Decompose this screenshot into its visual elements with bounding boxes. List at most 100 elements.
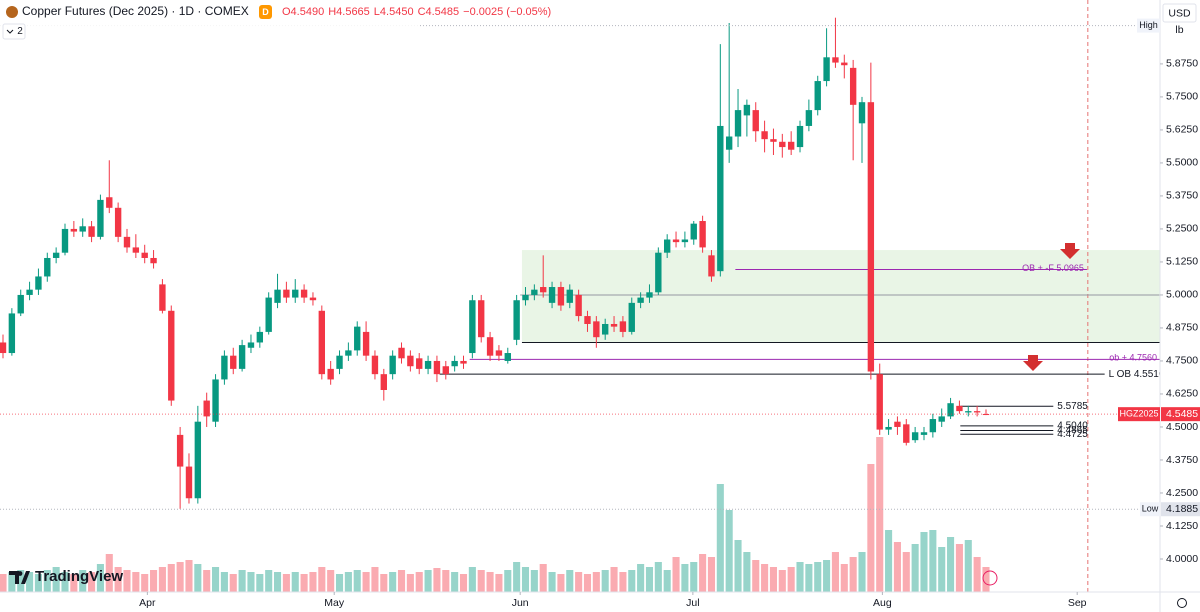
candle-body: [416, 358, 423, 369]
volume-bar: [8, 572, 16, 592]
ohlc-value: C4.5485: [418, 6, 460, 18]
pane-toggle[interactable]: [2, 23, 26, 40]
volume-bar: [929, 530, 937, 592]
candle-body: [725, 136, 733, 150]
low-label: Low: [1142, 504, 1159, 514]
volume-bar: [938, 547, 946, 592]
candle-body: [433, 360, 441, 375]
candle-body: [274, 289, 281, 303]
x-tick-label: Jun: [512, 597, 529, 609]
candle-body: [185, 466, 193, 499]
level-label: OB + -F 5.0965: [1022, 263, 1084, 273]
candle-body: [531, 289, 538, 295]
candle-body: [938, 416, 945, 422]
candle-body: [637, 297, 644, 303]
candle-body: [362, 331, 370, 356]
volume-bar: [849, 557, 857, 592]
volume-bar: [699, 554, 707, 592]
candle-body: [114, 207, 122, 237]
x-tick-label: Jul: [686, 597, 699, 609]
candle-body: [35, 276, 42, 290]
volume-bar: [725, 510, 733, 592]
volume-bar: [88, 572, 96, 592]
y-tick-label: 4.2500: [1166, 487, 1198, 499]
volume-bar: [229, 574, 237, 592]
volume-bar: [911, 544, 919, 592]
header-bg: [0, 0, 420, 40]
low-price-tag: [1161, 502, 1200, 517]
volume-bar: [282, 574, 290, 592]
candle-body: [159, 284, 166, 311]
y-tick-label: 5.7500: [1166, 91, 1198, 103]
volume-bar: [273, 572, 282, 592]
volume-bar: [964, 540, 972, 592]
volume-bar: [672, 557, 680, 592]
level-label: 4.4725: [1057, 429, 1088, 440]
y-tick-label: 5.1250: [1166, 256, 1198, 268]
candle-body: [371, 355, 379, 375]
volume-bar: [637, 564, 645, 592]
down-arrow: [1023, 355, 1043, 371]
candle-body: [79, 226, 86, 232]
candle-body: [460, 360, 467, 364]
volume-bar: [442, 570, 450, 592]
y-tick-label: 4.5000: [1166, 421, 1198, 433]
ohlc-value: −0.0025 (−0.05%): [463, 6, 551, 18]
candle-body: [858, 102, 866, 124]
candle-body: [407, 355, 414, 367]
volume-bar: [300, 574, 308, 592]
volume-bar: [920, 532, 928, 592]
candle-body: [97, 199, 104, 237]
volume-bar: [167, 564, 175, 592]
volume-bar: [628, 570, 636, 592]
volume-bar: [876, 437, 884, 592]
candle-body: [646, 292, 653, 298]
candle-body: [602, 323, 609, 335]
volume-bar: [26, 572, 34, 592]
candle-body: [176, 434, 184, 467]
volume-bar: [557, 574, 565, 592]
volume-bar: [17, 570, 25, 592]
volume-bar: [663, 570, 671, 592]
candle-body: [17, 294, 24, 314]
y-tick-label: 4.3750: [1166, 454, 1198, 466]
candle-body: [752, 110, 759, 132]
volume-bar: [468, 567, 476, 592]
volume-bar: [645, 567, 654, 592]
x-tick-label: Sep: [1068, 597, 1087, 609]
candle-body: [221, 355, 228, 380]
x-tick-label: May: [324, 597, 345, 609]
volume-bar: [796, 562, 804, 592]
candle-body: [150, 257, 157, 264]
candle-body: [469, 300, 476, 354]
volume-bar: [707, 557, 716, 592]
candle-body: [947, 403, 954, 417]
volume-bar: [893, 542, 901, 592]
candle-body: [805, 110, 813, 126]
alert-icon[interactable]: [982, 570, 998, 586]
volume-bar: [778, 570, 786, 592]
settings-icon[interactable]: [1177, 598, 1187, 608]
y-tick-label: 5.0000: [1166, 289, 1198, 301]
volume-bar: [805, 564, 813, 592]
symbol-icon: [6, 6, 18, 18]
candle-body: [283, 289, 290, 298]
candle-body: [389, 355, 396, 375]
candle-body: [832, 57, 839, 63]
candle-body: [929, 419, 937, 433]
volume-bar: [477, 570, 485, 592]
y-tick-label: 5.3750: [1166, 190, 1198, 202]
logo-dot: [17, 571, 23, 576]
volume-bar: [70, 574, 78, 592]
volume-bar: [335, 574, 344, 592]
candle-body: [61, 228, 69, 253]
candle-body: [982, 414, 990, 416]
currency-box[interactable]: [1162, 3, 1197, 23]
candle-body: [885, 426, 892, 430]
low-tag: [1140, 502, 1160, 517]
volume-bar: [389, 572, 397, 592]
volume-bar: [548, 572, 556, 592]
candle-body: [8, 313, 16, 354]
